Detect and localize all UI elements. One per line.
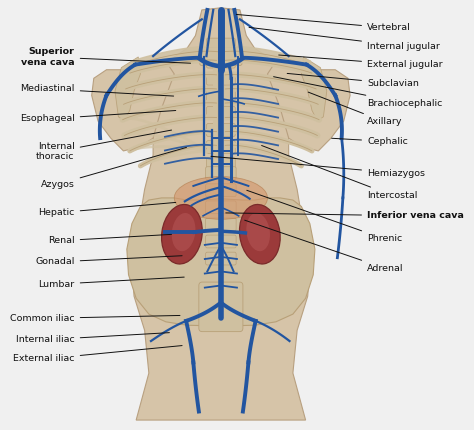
FancyBboxPatch shape	[206, 252, 236, 265]
Text: Internal jugular: Internal jugular	[249, 28, 440, 51]
Polygon shape	[115, 57, 140, 121]
Ellipse shape	[174, 177, 267, 219]
Text: Subclavian: Subclavian	[287, 74, 419, 88]
Text: Esophageal: Esophageal	[20, 111, 176, 123]
Ellipse shape	[172, 213, 195, 251]
FancyBboxPatch shape	[206, 235, 236, 248]
Ellipse shape	[162, 205, 202, 264]
Text: Adrenal: Adrenal	[245, 220, 403, 273]
FancyBboxPatch shape	[199, 282, 243, 332]
Polygon shape	[91, 61, 174, 151]
FancyBboxPatch shape	[207, 89, 235, 102]
Text: Common iliac: Common iliac	[10, 314, 180, 323]
Text: Hepatic: Hepatic	[38, 203, 176, 217]
Text: External iliac: External iliac	[13, 346, 182, 363]
FancyBboxPatch shape	[207, 55, 235, 68]
Text: External jugular: External jugular	[279, 55, 443, 69]
FancyBboxPatch shape	[207, 38, 235, 51]
FancyBboxPatch shape	[207, 107, 235, 119]
FancyBboxPatch shape	[206, 218, 236, 231]
FancyBboxPatch shape	[207, 158, 235, 171]
Text: Cephalic: Cephalic	[332, 137, 408, 146]
Text: Phrenic: Phrenic	[247, 190, 402, 243]
Text: Gonadal: Gonadal	[36, 256, 182, 267]
Text: Inferior vena cava: Inferior vena cava	[226, 212, 464, 220]
Text: Brachiocephalic: Brachiocephalic	[273, 77, 442, 108]
Text: Renal: Renal	[48, 234, 172, 245]
Polygon shape	[301, 57, 327, 121]
Text: Hemiazygos: Hemiazygos	[211, 156, 425, 178]
FancyBboxPatch shape	[206, 167, 236, 180]
Text: Internal iliac: Internal iliac	[16, 333, 169, 344]
Text: Azygos: Azygos	[41, 147, 186, 189]
Text: Superior
vena cava: Superior vena cava	[21, 47, 191, 67]
Ellipse shape	[239, 205, 280, 264]
FancyBboxPatch shape	[206, 184, 236, 197]
Polygon shape	[267, 61, 350, 151]
FancyBboxPatch shape	[207, 141, 235, 154]
Text: Intercostal: Intercostal	[262, 145, 418, 200]
Text: Axillary: Axillary	[308, 92, 402, 126]
FancyBboxPatch shape	[207, 72, 235, 85]
FancyBboxPatch shape	[207, 123, 235, 136]
Text: Internal
thoracic: Internal thoracic	[36, 130, 172, 162]
Text: Lumbar: Lumbar	[38, 277, 184, 289]
FancyBboxPatch shape	[206, 201, 236, 214]
Text: Vertebral: Vertebral	[237, 15, 411, 32]
Text: Mediastinal: Mediastinal	[20, 84, 173, 96]
Ellipse shape	[246, 213, 270, 251]
Polygon shape	[127, 198, 315, 326]
Polygon shape	[132, 8, 310, 420]
FancyBboxPatch shape	[200, 48, 242, 65]
